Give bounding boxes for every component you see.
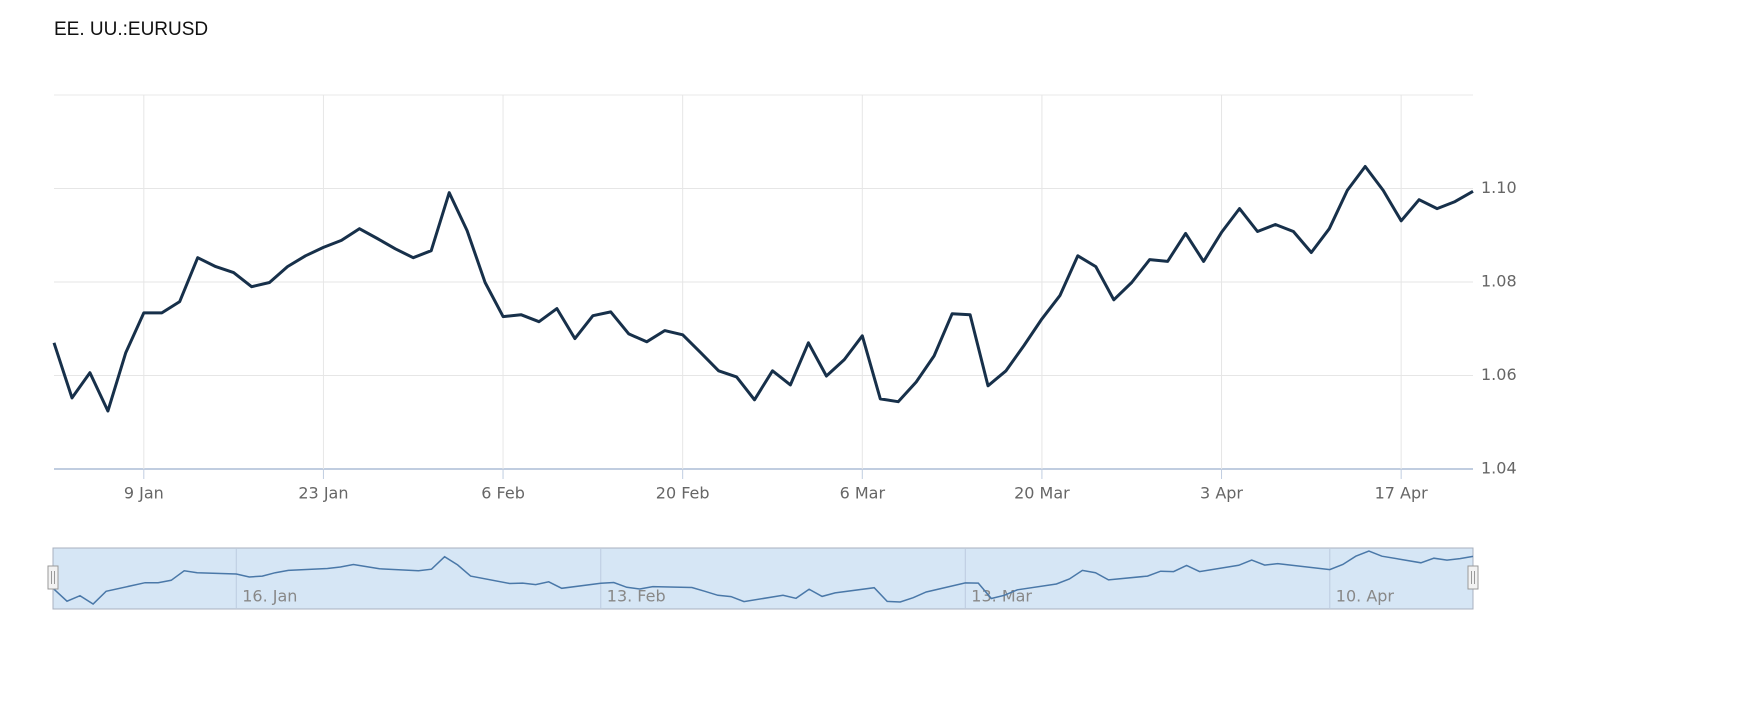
price-line [52,165,1474,413]
navigator-tick-label: 13. Feb [607,587,666,606]
navigator-handle[interactable] [47,565,59,590]
x-tick-label: 6 Feb [481,484,525,503]
x-tick-label: 6 Mar [840,484,886,503]
navigator-line [53,550,1474,605]
navigator-handle[interactable] [1467,565,1479,590]
chart-title: EE. UU.:EURUSD [54,19,208,40]
y-tick-label: 1.08 [1481,272,1517,291]
y-tick-label: 1.04 [1481,459,1517,478]
x-tick-label: 17 Apr [1375,484,1429,503]
y-tick-label: 1.06 [1481,365,1517,384]
x-tick-label: 20 Feb [656,484,710,503]
x-tick-label: 20 Mar [1014,484,1070,503]
x-tick-label: 3 Apr [1200,484,1243,503]
navigator-tick-label: 10. Apr [1336,587,1395,606]
y-tick-label: 1.10 [1481,178,1517,197]
x-tick-label: 23 Jan [298,484,348,503]
x-tick-label: 9 Jan [124,484,164,503]
navigator [52,547,1474,610]
navigator-tick-label: 16. Jan [242,587,297,606]
